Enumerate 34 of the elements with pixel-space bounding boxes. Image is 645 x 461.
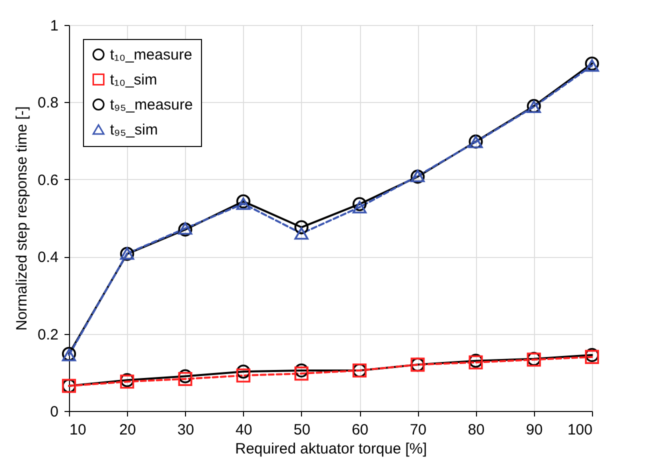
x-tick-label: 20 bbox=[119, 422, 136, 438]
x-tick-label: 30 bbox=[177, 422, 194, 438]
legend-label: t₁₀_measure bbox=[110, 46, 192, 64]
x-tick-label: 100 bbox=[567, 422, 592, 438]
x-tick-label: 50 bbox=[294, 422, 310, 438]
x-tick-label: 60 bbox=[352, 422, 368, 438]
point bbox=[236, 368, 250, 383]
y-axis-title: Normalized step response time [-] bbox=[14, 106, 31, 331]
point bbox=[584, 59, 600, 72]
legend-label: t₉₅_measure bbox=[110, 96, 193, 114]
y-tick-label: 1 bbox=[50, 18, 58, 34]
legend-label: t₁₀_sim bbox=[110, 72, 158, 88]
point bbox=[236, 198, 250, 210]
y-tick-label: 0.6 bbox=[38, 172, 58, 189]
point bbox=[236, 364, 250, 379]
point bbox=[352, 197, 367, 212]
point bbox=[178, 369, 192, 384]
x-tick-label: 40 bbox=[235, 422, 252, 438]
point bbox=[294, 366, 308, 381]
x-tick-label: 80 bbox=[468, 422, 485, 438]
y-tick-label: 0.8 bbox=[38, 94, 58, 112]
x-tick-label: 70 bbox=[410, 422, 427, 438]
x-axis-title: Required aktuator torque [%] bbox=[235, 440, 427, 458]
point bbox=[294, 227, 308, 240]
point bbox=[294, 220, 308, 234]
point bbox=[352, 200, 367, 214]
legend-label: t₉₅_sim bbox=[110, 122, 158, 138]
x-tick-label: 90 bbox=[526, 422, 543, 438]
point bbox=[236, 194, 250, 208]
y-tick-label: 0 bbox=[50, 404, 58, 420]
y-tick-label: 0.4 bbox=[38, 249, 58, 266]
y-tick-label: 0.2 bbox=[38, 326, 58, 344]
point bbox=[178, 372, 192, 386]
x-tick-label: 10 bbox=[70, 422, 86, 438]
